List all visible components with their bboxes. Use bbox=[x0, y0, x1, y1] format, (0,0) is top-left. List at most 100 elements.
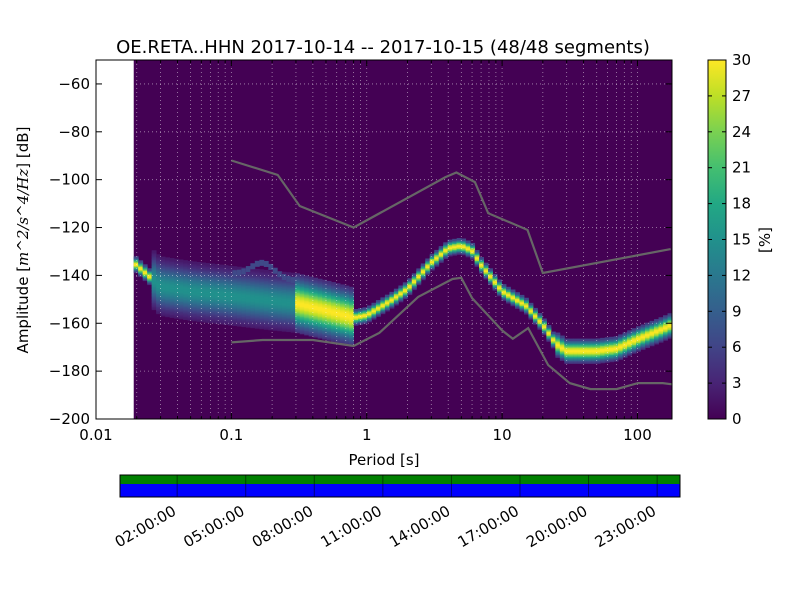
heatmap-cell bbox=[169, 304, 175, 307]
heatmap-cell bbox=[160, 269, 166, 272]
heatmap-cell bbox=[600, 356, 606, 359]
heatmap-cell bbox=[515, 306, 520, 309]
heatmap-cell bbox=[398, 286, 404, 290]
heatmap-cell bbox=[156, 270, 162, 273]
heatmap-cell bbox=[340, 321, 345, 325]
heatmap-cell bbox=[165, 264, 171, 267]
heatmap-cell bbox=[528, 312, 534, 316]
heatmap-cell bbox=[250, 297, 256, 300]
heatmap-cell bbox=[349, 338, 354, 341]
heatmap-cell bbox=[245, 276, 251, 279]
heatmap-cell bbox=[169, 298, 175, 301]
heatmap-cell bbox=[263, 305, 269, 309]
heatmap-cell bbox=[174, 275, 179, 279]
heatmap-cell bbox=[277, 325, 283, 329]
heatmap-cell bbox=[201, 266, 206, 270]
heatmap-cell bbox=[564, 338, 570, 341]
heatmap-cell bbox=[245, 266, 251, 273]
heatmap-cell bbox=[250, 317, 256, 320]
heatmap-cell bbox=[497, 286, 502, 290]
heatmap-cell bbox=[582, 345, 588, 349]
heatmap-cell bbox=[591, 338, 597, 341]
heatmap-cell bbox=[627, 334, 633, 338]
heatmap-cell bbox=[214, 277, 220, 280]
heatmap-cell bbox=[604, 340, 610, 343]
heatmap-cell bbox=[380, 304, 386, 307]
heatmap-cell bbox=[183, 271, 188, 275]
heatmap-cell bbox=[299, 314, 305, 318]
heatmap-cell bbox=[335, 310, 341, 313]
heatmap-cell bbox=[263, 294, 269, 297]
heatmap-cell bbox=[245, 282, 251, 285]
heatmap-cell bbox=[178, 283, 184, 287]
heatmap-cell bbox=[573, 340, 579, 343]
heatmap-cell bbox=[550, 334, 556, 337]
heatmap-cell bbox=[218, 276, 224, 279]
heatmap-cell bbox=[192, 304, 197, 307]
heatmap-cell bbox=[156, 278, 162, 282]
heatmap-cell bbox=[308, 329, 314, 333]
heatmap-cell bbox=[201, 302, 206, 306]
heatmap-cell bbox=[201, 278, 206, 281]
heatmap-cell bbox=[461, 250, 467, 253]
heatmap-cell bbox=[196, 309, 202, 312]
heatmap-cell bbox=[488, 272, 493, 276]
heatmap-cell bbox=[299, 321, 305, 325]
heatmap-cell bbox=[613, 350, 619, 354]
heatmap-cell bbox=[344, 315, 350, 319]
heatmap-cell bbox=[151, 306, 157, 309]
heatmap-cell bbox=[151, 276, 157, 279]
heatmap-cell bbox=[604, 350, 610, 353]
heatmap-cell bbox=[268, 316, 274, 319]
heatmap-cell bbox=[281, 290, 287, 293]
heatmap-cell bbox=[492, 273, 498, 277]
heatmap-cell bbox=[192, 308, 197, 312]
heatmap-cell bbox=[402, 296, 408, 300]
heatmap-cell bbox=[254, 299, 260, 302]
heatmap-cell bbox=[290, 285, 296, 289]
heatmap-cell bbox=[263, 285, 269, 289]
heatmap-cell bbox=[183, 309, 188, 312]
heatmap-cell bbox=[223, 291, 229, 294]
heatmap-cell bbox=[582, 354, 588, 357]
heatmap-cell bbox=[326, 334, 332, 337]
heatmap-cell bbox=[183, 283, 188, 286]
heatmap-cell bbox=[277, 285, 283, 289]
heatmap-cell bbox=[358, 313, 363, 317]
heatmap-cell bbox=[156, 285, 162, 289]
heatmap-cell bbox=[187, 275, 193, 278]
heatmap-cell bbox=[245, 295, 251, 298]
heatmap-cell bbox=[227, 303, 233, 306]
heatmap-cell bbox=[519, 297, 525, 301]
heatmap-cell bbox=[183, 267, 188, 270]
y-tick-label: −100 bbox=[49, 171, 90, 189]
y-axis-ticks: −60−80−100−120−140−160−180−200 bbox=[49, 75, 672, 428]
heatmap-cell bbox=[541, 325, 547, 329]
heatmap-cell bbox=[304, 295, 310, 299]
heatmap-cell bbox=[452, 244, 458, 247]
heatmap-cell bbox=[429, 266, 435, 270]
heatmap-cell bbox=[411, 283, 417, 286]
heatmap-cell bbox=[250, 311, 256, 314]
heatmap-cell bbox=[349, 312, 354, 316]
heatmap-cell bbox=[474, 261, 480, 264]
heatmap-cell bbox=[138, 273, 144, 276]
heatmap-cell bbox=[667, 313, 673, 316]
heatmap-cell bbox=[232, 297, 238, 301]
heatmap-cell bbox=[568, 341, 574, 344]
heatmap-cell bbox=[622, 345, 628, 348]
heatmap-cell bbox=[205, 314, 211, 318]
heatmap-cell bbox=[326, 313, 332, 317]
heatmap-cell bbox=[393, 290, 399, 293]
heatmap-cell bbox=[151, 270, 157, 273]
heatmap-cell bbox=[506, 298, 511, 301]
heatmap-cell bbox=[501, 285, 507, 288]
heatmap-cell bbox=[214, 305, 220, 309]
heatmap-cell bbox=[223, 315, 229, 318]
heatmap-cell bbox=[649, 340, 655, 344]
heatmap-cell bbox=[465, 241, 471, 245]
heatmap-cell bbox=[183, 273, 188, 276]
heatmap-cell bbox=[160, 298, 166, 301]
heatmap-cell bbox=[595, 352, 601, 356]
